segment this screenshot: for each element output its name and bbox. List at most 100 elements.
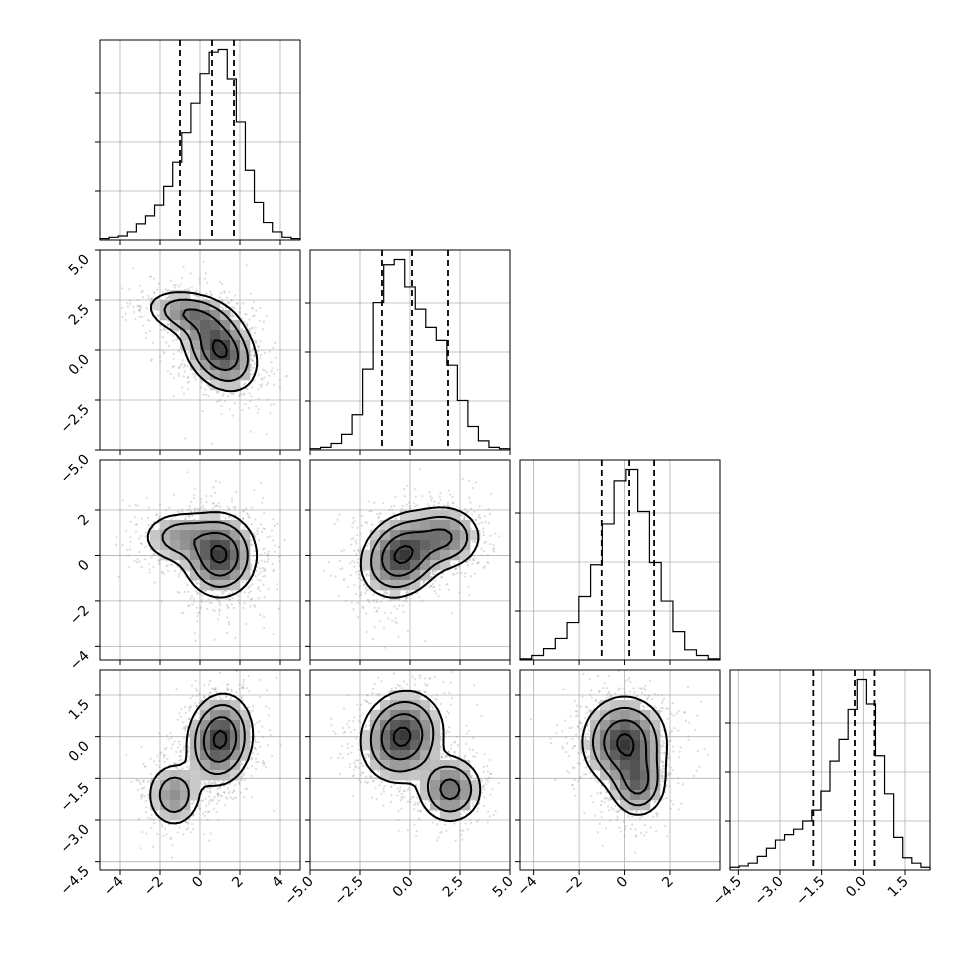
scatter-point (180, 276, 184, 279)
scatter-point (212, 807, 215, 811)
scatter-point (354, 539, 357, 543)
scatter-point (364, 592, 367, 595)
scatter-point (357, 573, 360, 576)
scatter-point (189, 696, 193, 700)
scatter-point (465, 511, 468, 514)
scatter-point (227, 607, 230, 610)
scatter-point (364, 520, 367, 524)
scatter-point (382, 589, 386, 593)
scatter-point (144, 558, 147, 561)
scatter-point (221, 298, 224, 301)
scatter-point (271, 539, 275, 542)
histogram-panel-2 (305, 249, 511, 451)
scatter-point (406, 590, 409, 593)
scatter-point (467, 496, 471, 499)
scatter-point (352, 516, 355, 520)
scatter-point (351, 559, 354, 562)
density-cell (190, 570, 201, 581)
scatter-point (416, 592, 419, 595)
scatter-point (221, 300, 224, 303)
scatter-point (465, 560, 468, 564)
scatter-point (440, 576, 443, 579)
scatter-point (366, 544, 369, 547)
scatter-point (167, 296, 170, 299)
scatter-point (430, 499, 433, 502)
scatter-point (227, 300, 230, 304)
scatter-point (209, 691, 212, 694)
scatter-point (261, 378, 264, 381)
scatter-point (145, 331, 148, 334)
scatter-point (138, 304, 141, 307)
density-cell (390, 540, 401, 551)
scatter-point (201, 598, 204, 601)
density-cell (200, 330, 211, 341)
scatter-point (184, 364, 187, 367)
scatter-point (194, 580, 197, 583)
scatter-point (227, 395, 230, 398)
scatter-point (148, 571, 151, 574)
scatter-point (265, 370, 268, 374)
scatter-point (241, 327, 244, 330)
scatter-point (243, 601, 246, 605)
scatter-point (358, 586, 361, 590)
scatter-point (278, 386, 282, 389)
scatter-point (210, 442, 214, 445)
density-cells (360, 510, 481, 601)
density-cell (180, 330, 191, 341)
scatter-point (196, 507, 199, 511)
density-cell (450, 530, 461, 541)
scatter-point (404, 598, 407, 601)
scatter-point (233, 402, 236, 405)
scatter-point (121, 306, 124, 309)
scatter-point (383, 611, 387, 614)
scatter-point (179, 364, 182, 367)
scatter-point (255, 339, 258, 343)
scatter-point (252, 300, 255, 303)
scatter-point (249, 400, 252, 403)
density-cell (380, 530, 391, 541)
scatter-point (251, 757, 254, 760)
scatter-point (256, 411, 259, 415)
scatter-point (172, 395, 175, 398)
scatter-point (167, 289, 170, 292)
scatter-point (180, 351, 183, 354)
joint-panel-4-1 (99, 669, 301, 871)
scatter-point (157, 315, 160, 318)
scatter-point (218, 613, 221, 616)
scatter-point (263, 626, 266, 629)
scatter-point (209, 698, 212, 701)
scatter-point (173, 569, 176, 572)
scatter-point (279, 744, 282, 747)
scatter-point (188, 755, 191, 758)
scatter-point (431, 582, 435, 586)
scatter-point (176, 831, 179, 834)
scatter-point (257, 561, 260, 564)
scatter-point (267, 552, 270, 555)
scatter-point (278, 559, 281, 563)
scatter-point (414, 495, 417, 498)
scatter-point (115, 536, 118, 539)
scatter-point (200, 381, 203, 384)
scatter-point (366, 588, 370, 592)
scatter-point (257, 597, 260, 600)
scatter-point (176, 590, 179, 594)
scatter-point (172, 284, 175, 287)
scatter-point (201, 600, 204, 603)
scatter-point (220, 590, 223, 593)
scatter-point (463, 517, 466, 521)
scatter-point (230, 497, 233, 500)
scatter-point (257, 408, 260, 411)
scatter-point (212, 502, 215, 505)
scatter-point (245, 687, 248, 690)
scatter-point (138, 560, 141, 563)
scatter-point (250, 353, 253, 357)
scatter-point (356, 526, 359, 530)
scatter-point (190, 595, 194, 598)
scatter-point (203, 783, 207, 786)
scatter-point (229, 312, 233, 315)
scatter-point (204, 797, 208, 800)
scatter-point (243, 320, 246, 324)
scatter-point (234, 505, 237, 508)
scatter-point (257, 373, 260, 376)
contours (359, 506, 480, 599)
